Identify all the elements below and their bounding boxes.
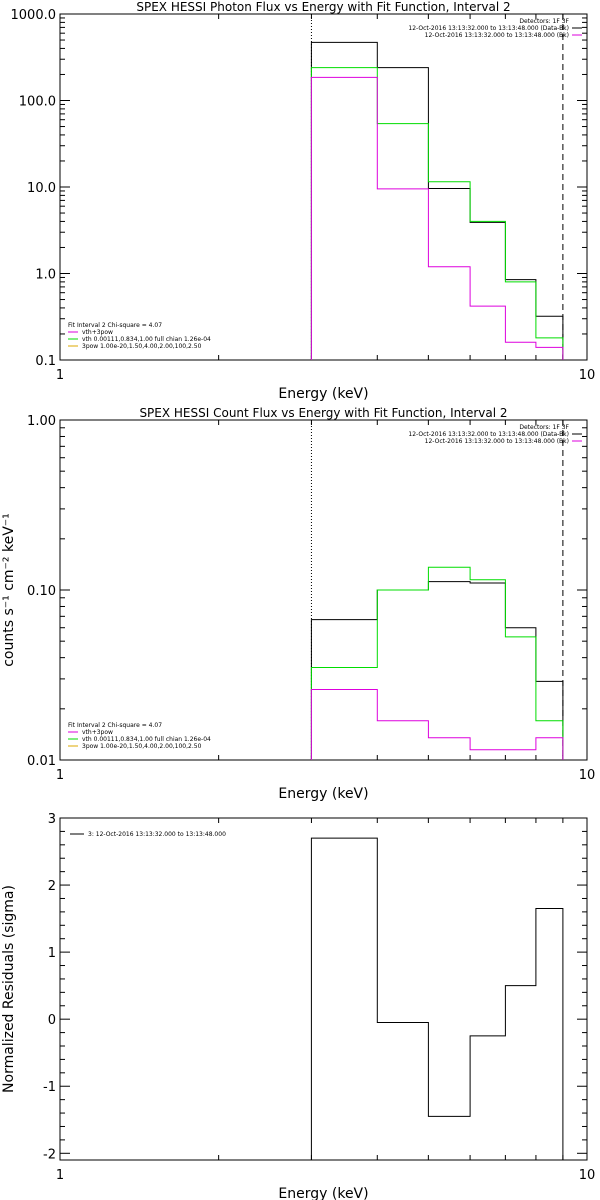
plot-frame bbox=[59, 419, 588, 761]
y-tick-label: 1000.0 bbox=[11, 8, 57, 23]
legend-text: 12-Oct-2016 13:13:32.000 to 13:13:48.000… bbox=[425, 438, 569, 445]
legend-text: vth 0.00111,0.834,1.00 full chian 1.26e-… bbox=[82, 336, 211, 343]
y-tick-label: 100.0 bbox=[19, 95, 56, 110]
y-tick-label: 0.1 bbox=[35, 354, 56, 369]
x-axis-label: Energy (keV) bbox=[278, 786, 368, 802]
legend-text: vth+3pow bbox=[82, 729, 113, 736]
y-tick-label: 0.01 bbox=[27, 754, 56, 769]
plot-frame bbox=[59, 817, 588, 1161]
legend-text: 12-Oct-2016 13:13:32.000 to 13:13:48.000… bbox=[425, 32, 569, 39]
y-tick-label: 10.0 bbox=[27, 181, 56, 196]
legend-text: Detectors: 1F 3F bbox=[519, 18, 569, 25]
chart-title: SPEX HESSI Photon Flux vs Energy with Fi… bbox=[136, 0, 510, 14]
y-tick-label: -1 bbox=[43, 1080, 56, 1095]
y-tick-label: 3 bbox=[48, 812, 56, 827]
y-axis-label: counts s⁻¹ cm⁻² keV⁻¹ bbox=[1, 513, 17, 667]
series-3-line bbox=[310, 76, 564, 360]
y-tick-label: 1.0 bbox=[35, 268, 56, 283]
x-tick-label: 10 bbox=[579, 1168, 596, 1183]
y-tick-label: 0.10 bbox=[27, 584, 56, 599]
y-tick-label: -2 bbox=[43, 1147, 56, 1162]
chart-title: SPEX HESSI Count Flux vs Energy with Fit… bbox=[139, 406, 507, 420]
series-2-line bbox=[310, 566, 564, 760]
legend-text: 12-Oct-2016 13:13:32.000 to 13:13:48.000… bbox=[408, 25, 569, 32]
legend-text: Detectors: 1F 3F bbox=[519, 424, 569, 431]
y-tick-label: 1.00 bbox=[27, 414, 56, 429]
y-tick-label: 1 bbox=[48, 946, 56, 961]
series-1-line bbox=[310, 581, 564, 760]
x-tick-label: 1 bbox=[56, 768, 64, 783]
series-3-line bbox=[310, 689, 564, 760]
legend-text: 3pow 1.00e-20,1.50,4.00,2.00,100,2.50 bbox=[82, 343, 202, 350]
legend-text: vth+3pow bbox=[82, 329, 113, 336]
x-tick-label: 10 bbox=[579, 368, 596, 383]
legend-text: 12-Oct-2016 13:13:32.000 to 13:13:48.000… bbox=[408, 431, 569, 438]
series-1-line bbox=[310, 837, 564, 1160]
chart-2: SPEX HESSI Count Flux vs Energy with Fit… bbox=[1, 406, 595, 802]
chart-1: SPEX HESSI Photon Flux vs Energy with Fi… bbox=[11, 0, 596, 402]
y-tick-label: 2 bbox=[48, 879, 56, 894]
legend-text: Fit Interval 2 Chi-square = 4.07 bbox=[68, 722, 162, 729]
legend-text: Fit Interval 2 Chi-square = 4.07 bbox=[68, 322, 162, 329]
series-2-line bbox=[310, 67, 564, 360]
x-tick-label: 1 bbox=[56, 368, 64, 383]
y-tick-label: 0 bbox=[48, 1013, 56, 1028]
legend-text: 3: 12-Oct-2016 13:13:32.000 to 13:13:48.… bbox=[88, 831, 226, 838]
plot-frame bbox=[59, 13, 588, 361]
y-axis-label: Normalized Residuals (sigma) bbox=[1, 885, 17, 1093]
series-1-line bbox=[310, 41, 564, 360]
legend-text: 3pow 1.00e-20,1.50,4.00,2.00,100,2.50 bbox=[82, 743, 202, 750]
legend-text: vth 0.00111,0.834,1.00 full chian 1.26e-… bbox=[82, 736, 211, 743]
x-axis-label: Energy (keV) bbox=[278, 386, 368, 402]
x-tick-label: 10 bbox=[579, 768, 596, 783]
x-axis-label: Energy (keV) bbox=[278, 1186, 368, 1200]
chart-3: 1 10 Energy (keV) -2 -1 0 1 2 3 Normalized Residu… bbox=[1, 812, 595, 1200]
x-tick-label: 1 bbox=[56, 1168, 64, 1183]
